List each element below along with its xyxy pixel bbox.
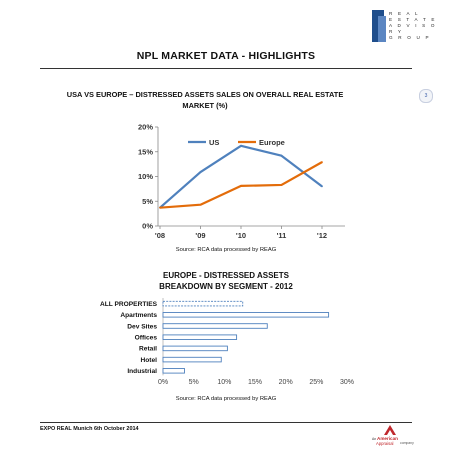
data-point-europe	[321, 161, 323, 164]
data-point-europe	[159, 206, 161, 209]
bar-offices	[162, 334, 238, 340]
reag-logo: R E A L E S T A T E A D V I S O R Y G R …	[372, 10, 442, 50]
x-tick-label: '12	[317, 231, 327, 240]
bar-category-label: ALL PROPERTIES	[100, 301, 158, 308]
chart1-source: Source: RCA data processed by REAG	[175, 247, 277, 253]
x-tick-label: '10	[236, 231, 246, 240]
bar-dev-sites	[162, 323, 268, 329]
bar-hotel	[162, 356, 222, 363]
legend-label-europe: Europe	[259, 138, 285, 147]
logo-company-text2: Appraisal	[376, 441, 394, 446]
logo-an-text: An	[372, 437, 377, 441]
bar-x-tick-label: 15%	[248, 379, 262, 386]
y-tick-label: 10%	[138, 172, 153, 181]
legend-label-us: US	[209, 138, 219, 147]
header-divider	[40, 68, 412, 69]
logo-company-text: American	[377, 436, 398, 441]
bar-x-tick-label: 10%	[217, 379, 231, 386]
bar-category-label: Industrial	[127, 368, 157, 375]
logo-word: R E A L	[389, 11, 420, 16]
section2-title: EUROPE - DISTRESSED ASSETS BREAKDOWN BY …	[0, 270, 452, 292]
data-point-us	[199, 171, 202, 173]
data-point-us	[280, 154, 283, 157]
section2-title-line1: EUROPE - DISTRESSED ASSETS	[163, 271, 289, 280]
bar-category-label: Retail	[139, 346, 157, 353]
logo-word: G R O U P	[389, 35, 431, 40]
y-tick-label: 0%	[142, 222, 153, 231]
data-point-us	[240, 144, 242, 147]
bar-industrial	[162, 368, 185, 374]
x-tick-label: '09	[195, 231, 205, 240]
bar-category-label: Offices	[135, 335, 158, 342]
data-point-europe	[240, 185, 242, 187]
american-appraisal-logo: An American Appraisal company	[370, 425, 420, 447]
bar-retail	[162, 345, 228, 352]
bar-x-tick-label: 30%	[340, 379, 354, 386]
section1-title-line1: USA VS EUROPE – DISTRESSED ASSETS SALES …	[66, 90, 344, 99]
footer-event-text: EXPO REAL Munich 6th October 2014	[40, 426, 139, 432]
bar-x-tick-label: 25%	[309, 379, 323, 386]
y-tick-label: 20%	[138, 123, 153, 132]
logo-triangle-inner	[387, 430, 393, 435]
logo-word: E S T A T E	[389, 17, 437, 22]
bar-apartments	[162, 312, 330, 318]
bar-x-tick-label: 20%	[279, 379, 293, 386]
logo-building-mark-accent	[378, 16, 386, 42]
bar-category-label: Apartments	[120, 312, 157, 319]
section1-title-line2: MARKET (%)	[182, 101, 228, 110]
page-number-badge: 3	[419, 89, 433, 103]
section1-title: USA VS EUROPE – DISTRESSED ASSETS SALES …	[40, 89, 370, 111]
logo-suffix-text: company	[400, 441, 414, 445]
bar-category-label: Hotel	[141, 357, 158, 364]
page-title: NPL MARKET DATA - HIGHLIGHTS	[136, 50, 316, 62]
x-tick-label: '08	[155, 231, 165, 240]
bar-x-tick-label: 5%	[189, 379, 199, 386]
bar-x-tick-label: 0%	[158, 379, 168, 386]
footer-divider	[40, 422, 412, 423]
bar-category-label: Dev Sites	[127, 323, 157, 330]
chart2-source: Source: RCA data processed by REAG	[175, 396, 277, 402]
data-point-us	[321, 185, 323, 188]
bar-all-properties	[162, 300, 244, 307]
section2-title-line2: BREAKDOWN BY SEGMENT - 2012	[159, 282, 293, 291]
y-tick-label: 15%	[138, 147, 153, 156]
x-tick-label: '11	[277, 231, 287, 240]
logo-words: R E A L E S T A T E A D V I S O R Y G R …	[389, 11, 442, 41]
data-point-europe	[280, 184, 283, 186]
y-tick-label: 5%	[142, 197, 153, 206]
logo-word: A D V I S O R Y	[389, 23, 437, 34]
data-point-europe	[199, 203, 202, 206]
